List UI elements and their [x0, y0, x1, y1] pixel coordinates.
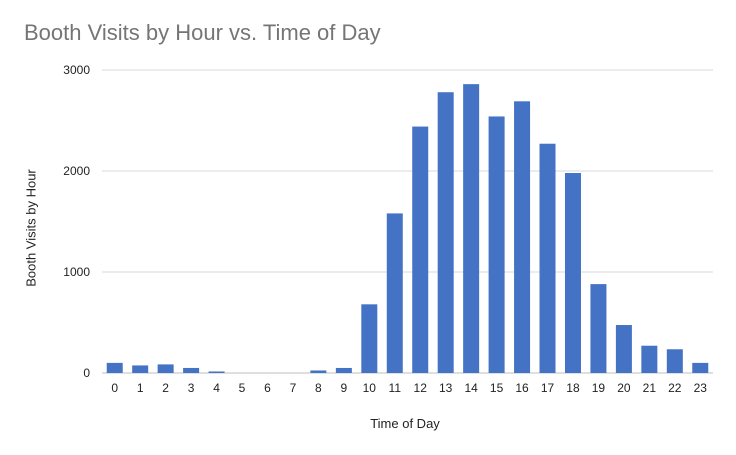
x-tick-label: 13: [439, 381, 453, 395]
x-tick-label: 20: [617, 381, 631, 395]
bar: [412, 126, 429, 373]
bar: [183, 367, 200, 373]
x-tick-label: 9: [341, 381, 348, 395]
bar: [386, 213, 403, 373]
bar: [106, 362, 123, 373]
x-tick-label: 4: [213, 381, 220, 395]
x-tick-label: 14: [464, 381, 478, 395]
x-tick-label: 19: [592, 381, 606, 395]
bar: [335, 367, 352, 373]
x-tick-label: 6: [264, 381, 271, 395]
bar: [666, 349, 683, 373]
x-tick-label: 2: [162, 381, 169, 395]
x-tick-label: 15: [490, 381, 504, 395]
y-tick-label: 3000: [63, 63, 90, 77]
x-tick-label: 18: [566, 381, 580, 395]
bar: [463, 84, 480, 373]
bar: [132, 365, 149, 373]
bar: [361, 304, 378, 373]
y-tick-label: 2000: [63, 164, 90, 178]
bar: [564, 173, 581, 373]
x-tick-label: 12: [414, 381, 428, 395]
x-tick-label: 16: [515, 381, 529, 395]
y-tick-label: 0: [83, 366, 90, 380]
bar: [310, 370, 327, 373]
bar: [208, 371, 225, 373]
bar: [539, 143, 556, 373]
bar: [641, 345, 658, 373]
y-tick-label: 1000: [63, 265, 90, 279]
x-tick-label: 10: [363, 381, 377, 395]
x-tick-label: 11: [389, 381, 402, 395]
x-tick-label: 1: [137, 381, 144, 395]
bar: [692, 362, 709, 373]
bar: [437, 92, 454, 373]
chart-title: Booth Visits by Hour vs. Time of Day: [24, 20, 381, 45]
x-axis-title: Time of Day: [370, 416, 440, 431]
x-tick-label: 22: [668, 381, 682, 395]
x-tick-label: 21: [643, 381, 657, 395]
x-tick-label: 7: [290, 381, 297, 395]
x-tick-label: 0: [111, 381, 118, 395]
x-tick-label: 17: [541, 381, 555, 395]
x-tick-label: 5: [239, 381, 246, 395]
bar: [590, 284, 607, 373]
x-tick-label: 3: [188, 381, 195, 395]
x-tick-label: 23: [694, 381, 708, 395]
bar: [157, 364, 174, 373]
bar: [615, 325, 632, 373]
bar: [514, 101, 531, 373]
bar: [488, 116, 505, 374]
x-tick-label: 8: [315, 381, 322, 395]
